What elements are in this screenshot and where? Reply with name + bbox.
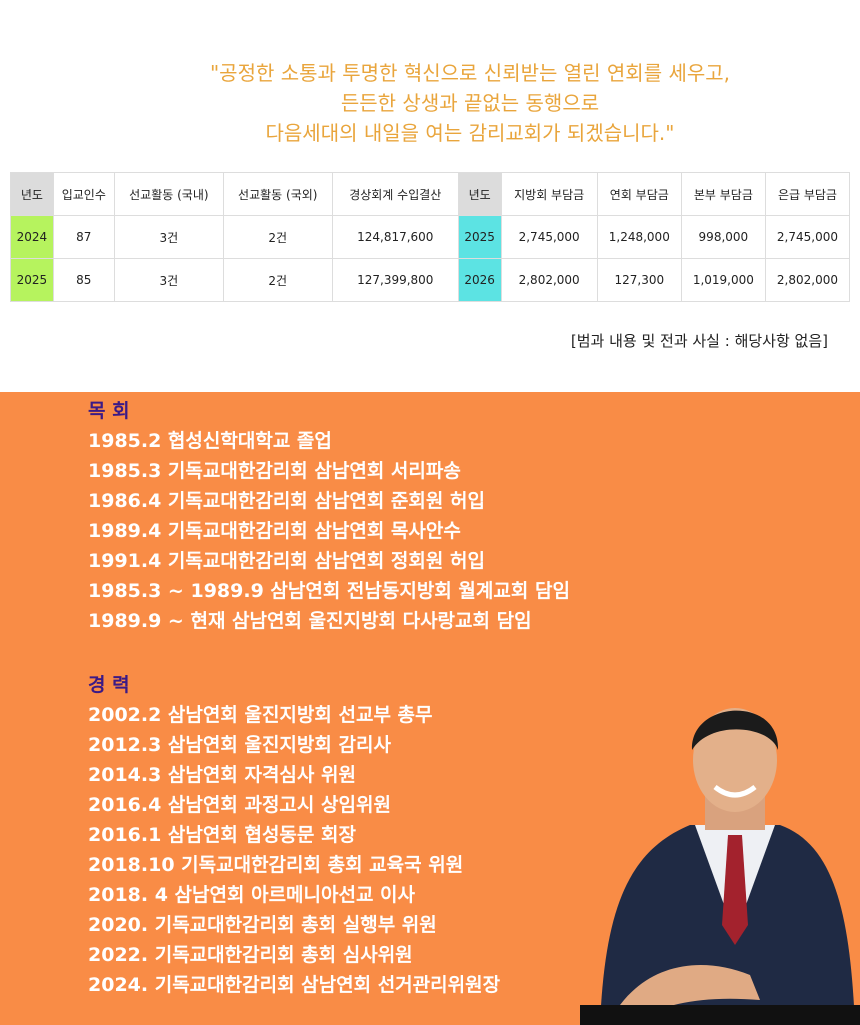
header-cell: 연회 부담금 [596,172,682,216]
section-item: 1989.9 ~ 현재 삼남연회 울진지방회 다사랑교회 담임 [88,610,532,632]
header-cell: 선교활동 (국외) [222,172,333,216]
section-item: 2012.3 삼남연회 울진지방회 감리사 [88,734,391,756]
cell: 3건 [113,215,224,259]
cell: 1,248,000 [596,215,682,259]
cell: 87 [52,215,115,259]
cell: 2,745,000 [500,215,598,259]
section-item: 1985.2 협성신학대학교 졸업 [88,430,332,452]
section-item: 2020. 기독교대한감리회 총회 실행부 위원 [88,914,437,936]
section-item: 2002.2 삼남연회 울진지방회 선교부 총무 [88,704,433,726]
cell: 3건 [113,258,224,302]
cell: 127,399,800 [331,258,459,302]
cell: 2025 [10,258,54,302]
cell: 2,802,000 [500,258,598,302]
section-item: 2018.10 기독교대한감리회 총회 교육국 위원 [88,854,464,876]
cell: 2,745,000 [764,215,851,259]
quote: "공정한 소통과 투명한 혁신으로 신뢰받는 열린 연회를 세우고, 든든한 상생… [0,58,860,148]
cell: 2025 [457,215,502,259]
section-title: 목 회 [88,400,130,422]
section-item: 2018. 4 삼남연회 아르메니아선교 이사 [88,884,416,906]
section-item: 1991.4 기독교대한감리회 삼남연회 정회원 허입 [88,550,485,572]
cell: 1,019,000 [680,258,766,302]
cell: 2,802,000 [764,258,851,302]
header-cell: 지방회 부담금 [500,172,598,216]
header-cell: 년도 [10,172,54,216]
stats-table: 년도 입교인수 선교활동 (국내) 선교활동 (국외) 경상회계 수입결산 년도 지방회 부… [10,172,851,302]
cell: 85 [52,258,115,302]
cell: 124,817,600 [331,215,459,259]
quote-line: "공정한 소통과 투명한 혁신으로 신뢰받는 열린 연회를 세우고, [209,61,731,85]
portrait [580,708,860,1025]
note: [범과 내용 및 전과 사실 : 해당사항 없음] [570,332,828,350]
cell: 2026 [457,258,502,302]
header-cell: 경상회계 수입결산 [331,172,459,216]
header-cell: 입교인수 [52,172,115,216]
cell: 998,000 [680,215,766,259]
cell: 127,300 [596,258,682,302]
quote-line: 다음세대의 내일을 여는 감리교회가 되겠습니다." [265,121,675,145]
header-row: 년도 입교인수 선교활동 (국내) 선교활동 (국외) 경상회계 수입결산 년도 지방회 부… [10,172,851,216]
cell: 2건 [222,215,333,259]
section-item: 1986.4 기독교대한감리회 삼남연회 준회원 허입 [88,490,485,512]
data-row: 2025 85 3건 2건 127,399,800 2026 2,802,000 127,30… [10,258,851,302]
section-item: 2014.3 삼남연회 자격심사 위원 [88,764,356,786]
section-item: 2022. 기독교대한감리회 총회 심사위원 [88,944,413,966]
header-cell: 선교활동 (국내) [113,172,224,216]
section-item: 1985.3 ~ 1989.9 삼남연회 전남동지방회 월계교회 담임 [88,580,570,602]
section-item: 1985.3 기독교대한감리회 삼남연회 서리파송 [88,460,461,482]
quote-line: 든든한 상생과 끝없는 동행으로 [340,91,600,115]
section-item: 2016.1 삼남연회 협성동문 회장 [88,824,356,846]
section-item: 1989.4 기독교대한감리회 삼남연회 목사안수 [88,520,461,542]
header-cell: 본부 부담금 [680,172,766,216]
cell: 2024 [10,215,54,259]
data-row: 2024 87 3건 2건 124,817,600 2025 2,745,000 1,248,… [10,215,851,259]
career-panel: 목 회 1985.2 협성신학대학교 졸업 1985.3 기독교대한감리회 삼남연회… [0,392,860,1025]
section: 경 력 2002.2 삼남연회 울진지방회 선교부 총무 2012.3 삼남연회 울… [88,670,500,1000]
section-item: 2016.4 삼남연회 과정고시 상임위원 [88,794,391,816]
section-item: 2024. 기독교대한감리회 삼남연회 선거관리위원장 [88,974,501,996]
header-cell: 년도 [457,172,502,216]
section-title: 경 력 [88,674,130,696]
cell: 2건 [222,258,333,302]
section: 목 회 1985.2 협성신학대학교 졸업 1985.3 기독교대한감리회 삼남연회… [88,396,570,636]
header-cell: 은급 부담금 [764,172,851,216]
